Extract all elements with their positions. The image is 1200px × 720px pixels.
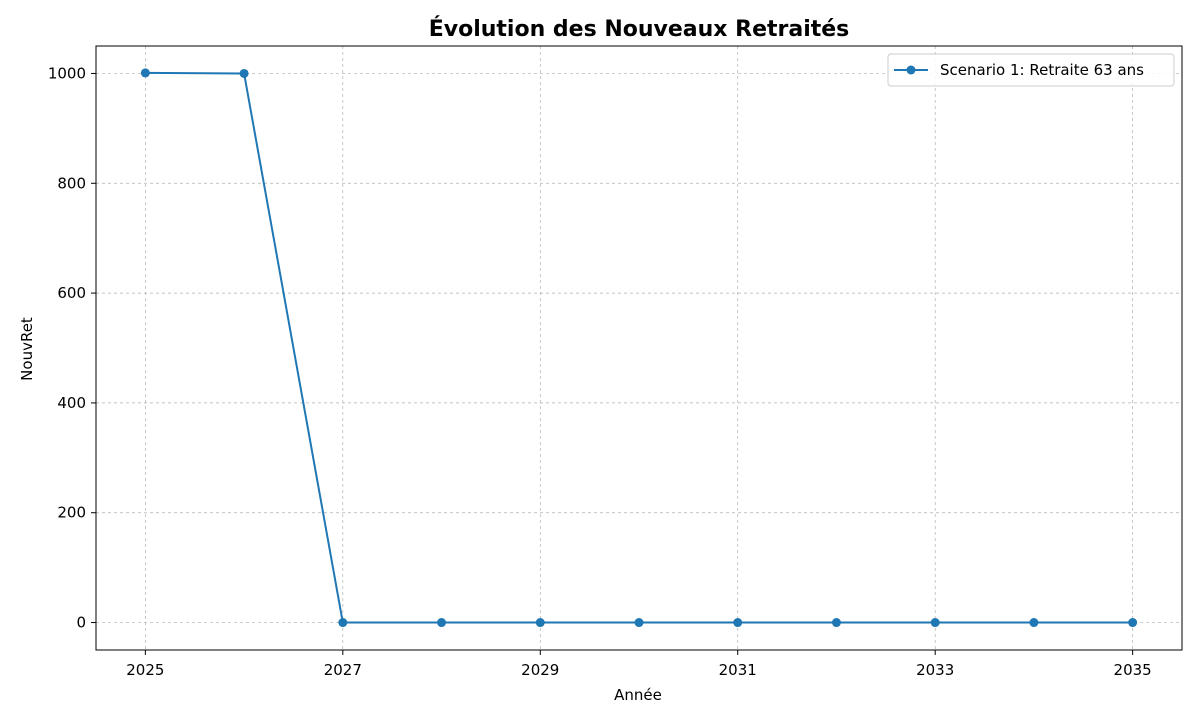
series-layer xyxy=(140,68,1138,628)
data-point xyxy=(1029,618,1039,628)
data-point xyxy=(239,68,249,78)
chart-title: Évolution des Nouveaux Retraités xyxy=(429,16,850,42)
data-point xyxy=(634,618,644,628)
y-tick-label: 0 xyxy=(76,614,86,632)
series-line xyxy=(145,71,1133,624)
legend-marker xyxy=(906,65,916,75)
x-tick-label: 2029 xyxy=(521,661,559,679)
x-tick-label: 2031 xyxy=(719,661,757,679)
y-tick-label: 1000 xyxy=(48,64,86,82)
grid xyxy=(96,46,1182,650)
data-point xyxy=(831,618,841,628)
data-point xyxy=(1128,618,1138,628)
legend-box xyxy=(887,53,1175,87)
x-axis-label: Année xyxy=(614,686,662,704)
data-point xyxy=(437,618,447,628)
data-point xyxy=(338,618,348,628)
x-tick-label: 2027 xyxy=(324,661,362,679)
y-tick-label: 200 xyxy=(57,504,86,522)
data-point xyxy=(733,618,743,628)
legend: Scenario 1: Retraite 63 ans xyxy=(887,53,1175,87)
x-tick-label: 2033 xyxy=(916,661,954,679)
ticks: 2025 2027 2029 2031 2033 2035 0 200 400 600 800 100… xyxy=(48,64,1152,679)
data-point xyxy=(140,68,150,78)
x-tick-label: 2035 xyxy=(1114,661,1152,679)
y-tick-label: 600 xyxy=(57,284,86,302)
y-tick-label: 800 xyxy=(57,174,86,192)
y-tick-label: 400 xyxy=(57,394,86,412)
plot-frame xyxy=(95,45,1183,651)
legend-label: Scenario 1: Retraite 63 ans xyxy=(940,61,1144,79)
data-point xyxy=(535,618,545,628)
data-point xyxy=(930,618,940,628)
x-tick-label: 2025 xyxy=(126,661,164,679)
y-axis-label: NouvRet xyxy=(18,317,36,381)
